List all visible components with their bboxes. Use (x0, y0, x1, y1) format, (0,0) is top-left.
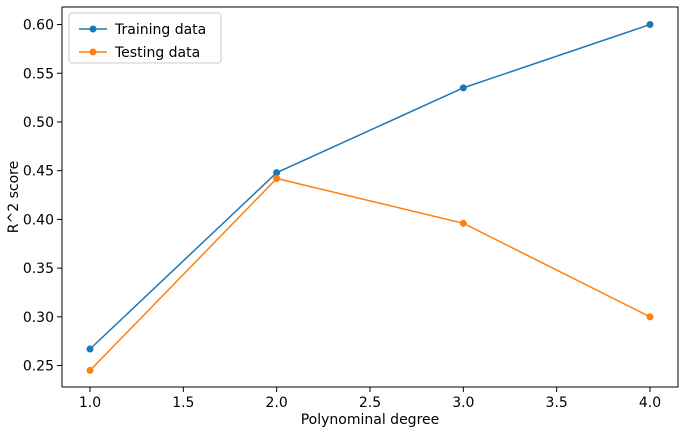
data-point (646, 313, 654, 321)
x-tick-label: 3.0 (452, 395, 474, 411)
legend-box (68, 12, 222, 64)
data-point (646, 21, 654, 29)
data-point (459, 84, 467, 92)
data-point (86, 366, 94, 374)
data-point (273, 169, 281, 177)
series-line-training (89, 23, 651, 350)
y-tick-label: 0.25 (23, 359, 54, 375)
x-tick-label: 3.5 (546, 395, 568, 411)
x-axis-label: Polynominal degree (301, 412, 440, 428)
y-tick-label: 0.35 (23, 261, 54, 277)
data-point (86, 345, 94, 353)
series-line-testing (89, 177, 651, 371)
data-point (459, 219, 467, 227)
x-tick-label: 2.5 (359, 395, 381, 411)
y-tick-label: 0.50 (23, 115, 54, 131)
plot-area (86, 21, 654, 374)
x-tick-label: 4.0 (639, 395, 661, 411)
y-axis-label: R^2 score (6, 161, 22, 233)
x-tick-label: 1.5 (172, 395, 194, 411)
data-point (273, 174, 281, 182)
y-tick-label: 0.45 (23, 164, 54, 180)
axes-frame (61, 6, 679, 388)
legend-label: Testing data (114, 45, 200, 61)
y-tick-label: 0.30 (23, 310, 54, 326)
y-tick-label: 0.60 (23, 18, 54, 34)
legend-marker (89, 48, 97, 56)
y-tick-label: 0.40 (23, 212, 54, 228)
legend: Training data Testing data (68, 12, 222, 64)
x-tick-label: 1.0 (79, 395, 101, 411)
legend-label: Training data (114, 22, 206, 38)
x-tick-label: 2.0 (266, 395, 288, 411)
y-tick-label: 0.55 (23, 66, 54, 82)
x-axis: 1.0 1.5 2.0 2.5 3.0 3.5 4.0 (79, 387, 661, 411)
y-axis: 0.25 0.30 0.35 0.40 0.45 0.50 0.55 0.60 (23, 18, 62, 375)
legend-marker (89, 25, 97, 33)
